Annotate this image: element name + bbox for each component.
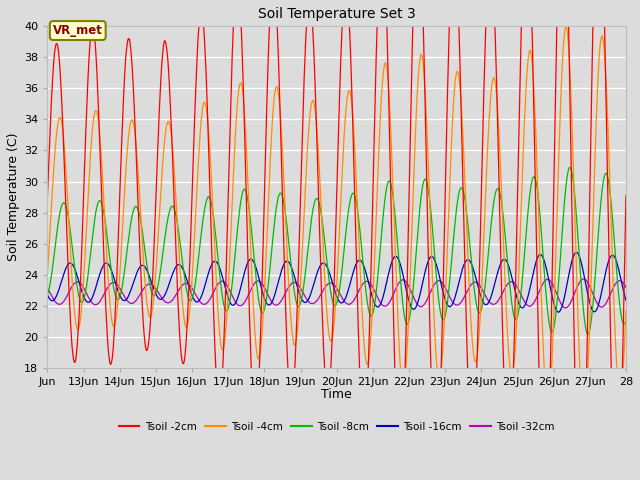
X-axis label: Time: Time [321, 388, 352, 401]
Text: VR_met: VR_met [53, 24, 102, 37]
Y-axis label: Soil Temperature (C): Soil Temperature (C) [7, 133, 20, 261]
Legend: Tsoil -2cm, Tsoil -4cm, Tsoil -8cm, Tsoil -16cm, Tsoil -32cm: Tsoil -2cm, Tsoil -4cm, Tsoil -8cm, Tsoi… [115, 418, 559, 436]
Title: Soil Temperature Set 3: Soil Temperature Set 3 [258, 7, 415, 21]
